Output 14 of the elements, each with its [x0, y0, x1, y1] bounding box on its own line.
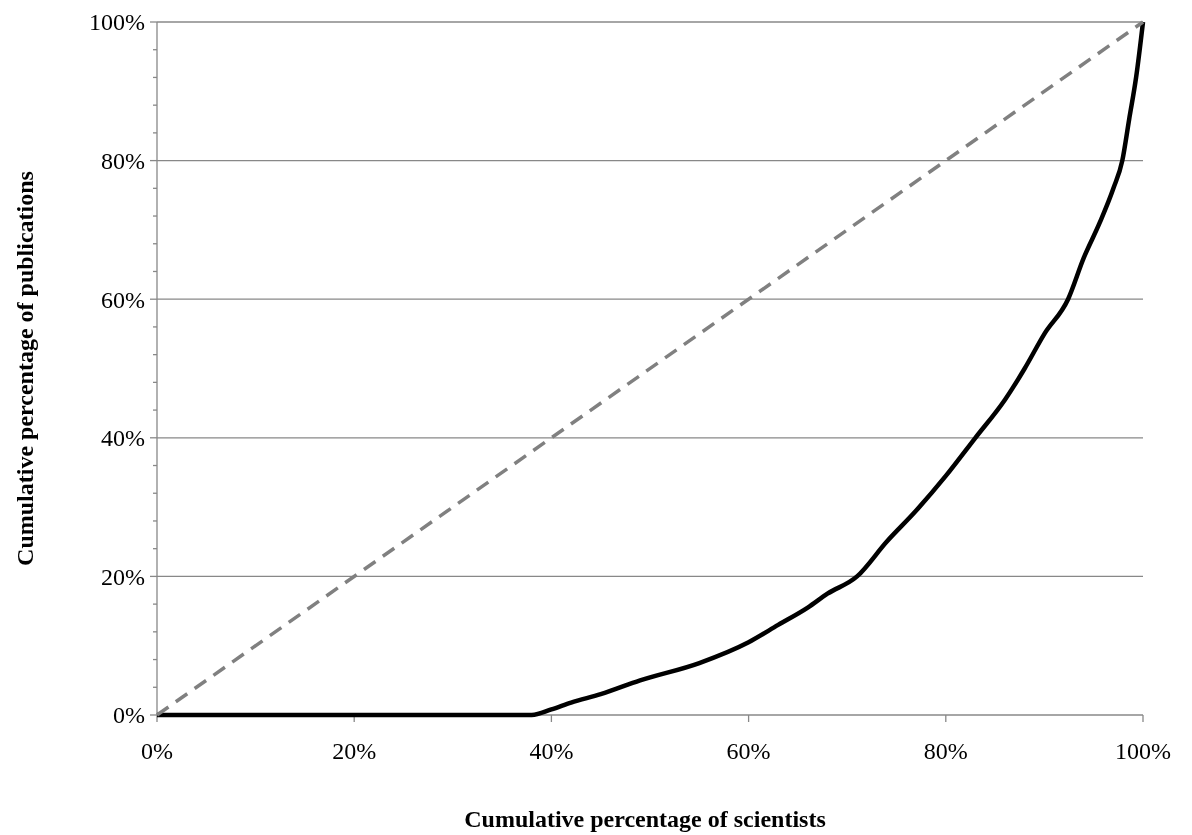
x-tick-label: 100% — [1115, 738, 1171, 764]
x-tick-label: 60% — [726, 738, 771, 764]
x-axis-title: Cumulative percentage of scientists — [464, 806, 826, 832]
x-tick-label: 0% — [141, 738, 173, 764]
y-tick-label: 80% — [101, 148, 145, 174]
x-tick-label: 20% — [332, 738, 377, 764]
y-tick-label: 100% — [89, 9, 145, 36]
y-tick-label: 0% — [113, 702, 145, 729]
y-tick-label: 60% — [101, 286, 145, 313]
y-tick-label: 40% — [101, 425, 145, 452]
x-tick-label: 80% — [923, 738, 968, 764]
y-axis-title: Cumulative percentage of publications — [12, 171, 38, 566]
y-tick-label: 20% — [101, 563, 145, 590]
x-tick-label: 40% — [529, 738, 574, 764]
